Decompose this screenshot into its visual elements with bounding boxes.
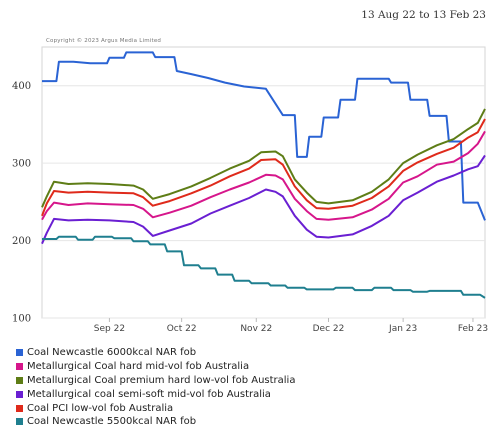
legend-label: Coal Newcastle 5500kcal NAR fob xyxy=(27,416,197,428)
x-tick-label: Sep 22 xyxy=(94,324,125,334)
legend-item[interactable]: Coal PCI low-vol fob Australia xyxy=(16,401,295,415)
y-tick-label: 400 xyxy=(12,81,31,92)
legend-swatch xyxy=(16,404,23,412)
legend-item[interactable]: Coal Newcastle 5500kcal NAR fob xyxy=(16,415,295,429)
x-tick-label: Dec 22 xyxy=(313,324,345,334)
plot-area xyxy=(41,46,486,319)
legend-item[interactable]: Coal Newcastle 6000kcal NAR fob xyxy=(16,346,295,360)
line-chart: 100 200 300 400 Sep 22 Oct 22 Nov 22 Dec 22 Jan… xyxy=(12,46,488,334)
legend-label: Metallurgical Coal premium hard low-vol … xyxy=(27,374,296,386)
legend-item[interactable]: Metallurgical Coal hard mid-vol fob Aust… xyxy=(16,360,295,374)
legend-item[interactable]: Metallurgical coal semi-soft mid-vol fob… xyxy=(16,387,295,401)
x-tick-label: Nov 22 xyxy=(240,324,272,334)
x-tick-label: Oct 22 xyxy=(167,324,197,334)
date-range: 13 Aug 22 to 13 Feb 23 xyxy=(361,9,486,21)
legend-swatch xyxy=(16,363,23,371)
legend-swatch xyxy=(16,376,23,384)
series-line-6 xyxy=(42,235,486,299)
y-tick-label: 100 xyxy=(12,314,31,325)
legend-label: Metallurgical Coal hard mid-vol fob Aust… xyxy=(27,361,250,373)
series-line-1 xyxy=(42,51,486,221)
legend-label: Metallurgical coal semi-soft mid-vol fob… xyxy=(27,388,271,400)
chart-legend: Coal Newcastle 6000kcal NAR fob Metallurg… xyxy=(16,346,295,429)
series-line-4 xyxy=(41,154,486,245)
copyright-notice: Copyright © 2023 Argus Media Limited xyxy=(46,38,162,44)
y-tick-label: 300 xyxy=(12,159,31,170)
legend-swatch xyxy=(16,349,23,357)
legend-label: Coal Newcastle 6000kcal NAR fob xyxy=(27,347,197,359)
x-tick-label: Jan 23 xyxy=(388,324,417,334)
legend-item[interactable]: Metallurgical Coal premium hard low-vol … xyxy=(16,374,295,388)
legend-swatch xyxy=(16,418,23,426)
legend-label: Coal PCI low-vol fob Australia xyxy=(27,402,174,414)
series-line-3 xyxy=(41,108,486,208)
x-tick-label: Feb 23 xyxy=(458,324,488,334)
legend-swatch xyxy=(16,390,23,398)
y-tick-label: 200 xyxy=(12,236,31,247)
series-line-2 xyxy=(41,130,486,221)
series-line-5 xyxy=(41,118,486,217)
